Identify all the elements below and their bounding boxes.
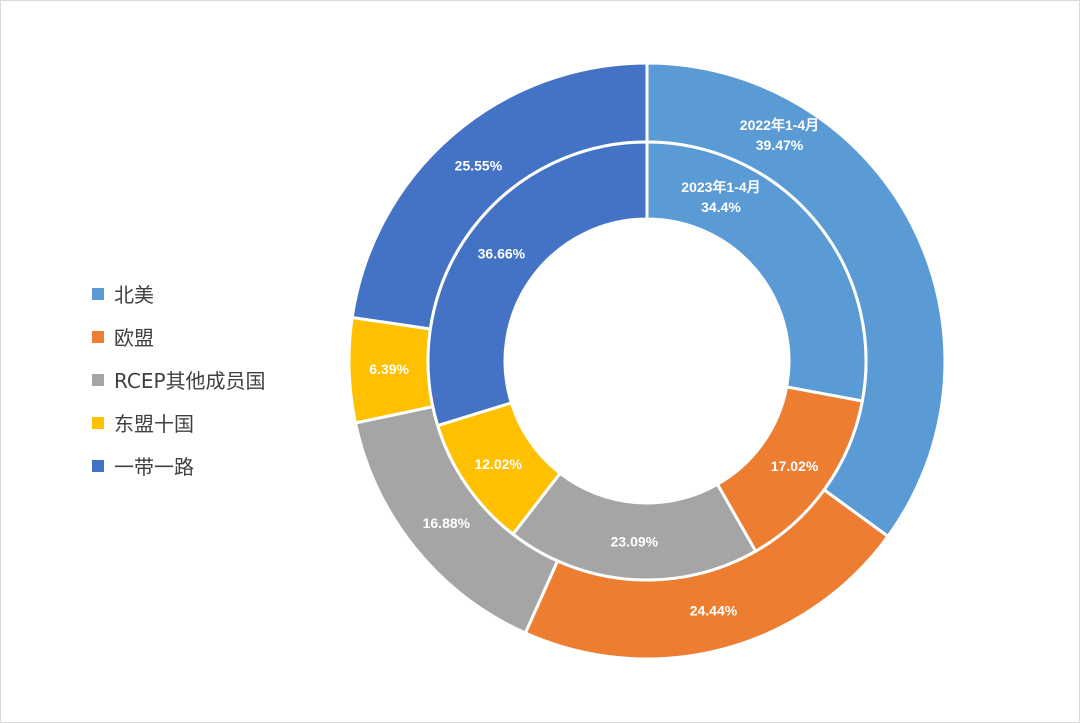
- outer-label-rcep: 16.88%: [423, 515, 471, 531]
- inner-label-asean: 12.02%: [474, 456, 522, 472]
- legend-label-eu: 欧盟: [114, 326, 154, 350]
- legend-label-north-america: 北美: [114, 283, 154, 307]
- inner-label-belt-road: 36.66%: [478, 246, 526, 262]
- outer-label-asean: 6.39%: [369, 361, 409, 377]
- legend-swatch-rcep: [92, 373, 104, 386]
- outer-label-belt-road: 25.55%: [455, 158, 503, 174]
- inner-label-rcep: 23.09%: [611, 534, 659, 550]
- outer-label-north-america: 2022年1-4月 39.47%: [740, 117, 819, 153]
- legend-label-asean: 东盟十国: [114, 412, 194, 436]
- outer-label-eu: 24.44%: [690, 602, 738, 618]
- legend-item-rcep: RCEP其他成员国: [92, 358, 266, 401]
- inner-label-eu: 17.02%: [771, 458, 819, 474]
- inner-label-north-america: 2023年1-4月 34.4%: [681, 179, 760, 215]
- legend-item-north-america: 北美: [92, 272, 266, 315]
- chart-legend: 北美 欧盟 RCEP其他成员国 东盟十国 一带一路: [92, 272, 266, 487]
- legend-swatch-eu: [92, 330, 104, 343]
- legend-item-belt-road: 一带一路: [92, 444, 266, 487]
- inner-slice-belt-road: [426, 140, 649, 428]
- legend-label-belt-road: 一带一路: [114, 455, 194, 479]
- legend-label-rcep: RCEP其他成员国: [114, 369, 266, 393]
- legend-swatch-asean: [92, 416, 104, 429]
- legend-swatch-north-america: [92, 287, 104, 300]
- legend-swatch-belt-road: [92, 459, 104, 472]
- inner-slice-north-america: [645, 140, 868, 403]
- legend-item-eu: 欧盟: [92, 315, 266, 358]
- legend-item-asean: 东盟十国: [92, 401, 266, 444]
